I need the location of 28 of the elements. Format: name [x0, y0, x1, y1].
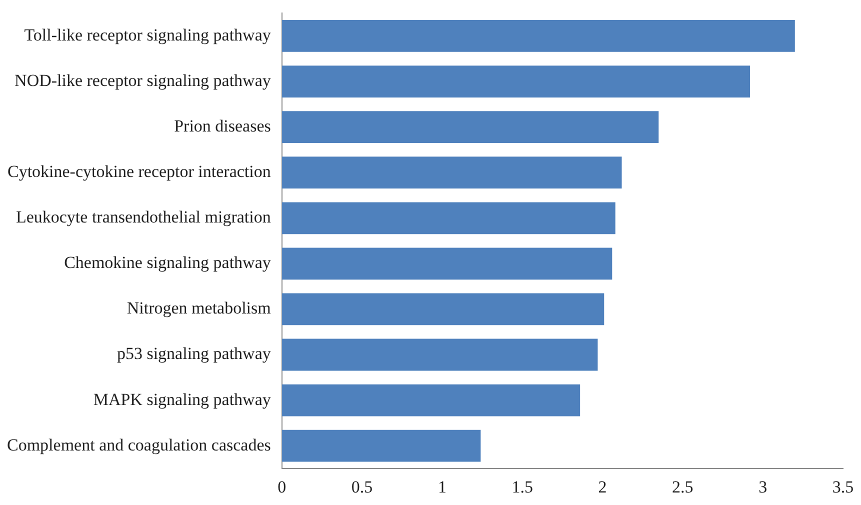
y-tick-label: p53 signaling pathway — [116, 344, 272, 364]
bar — [282, 66, 750, 98]
y-tick-label: Leukocyte transendothelial migration — [16, 208, 272, 227]
y-tick-label: Toll-like receptor signaling pathway — [24, 25, 272, 44]
x-tick-label: 2 — [598, 477, 607, 496]
x-tick-label: 1.5 — [512, 477, 533, 496]
x-tick-label: 2.5 — [672, 477, 694, 496]
bar — [282, 293, 604, 326]
y-tick-label: Cytokine-cytokine receptor interaction — [7, 162, 272, 182]
x-tick-label: 3 — [758, 477, 768, 496]
x-tick-label: 0.5 — [351, 477, 373, 496]
bar — [282, 338, 598, 371]
bar — [282, 202, 616, 234]
bar — [282, 430, 481, 462]
bar — [282, 111, 659, 143]
y-tick-label: Complement and coagulation cascades — [6, 435, 271, 454]
bar — [282, 156, 622, 189]
y-tick-label: Chemokine signaling pathway — [64, 253, 272, 272]
x-tick-label: 0 — [278, 477, 286, 496]
y-tick-label: Prion diseases — [174, 116, 271, 136]
y-tick-label: MAPK signaling pathway — [93, 390, 272, 409]
x-tick-label: 1 — [438, 477, 446, 496]
y-tick-label: Nitrogen metabolism — [126, 298, 271, 318]
bar — [282, 384, 580, 416]
x-tick-label: 3.5 — [832, 477, 854, 496]
y-tick-label: NOD-like receptor signaling pathway — [14, 70, 272, 90]
bar — [282, 248, 612, 280]
bar — [282, 20, 795, 52]
